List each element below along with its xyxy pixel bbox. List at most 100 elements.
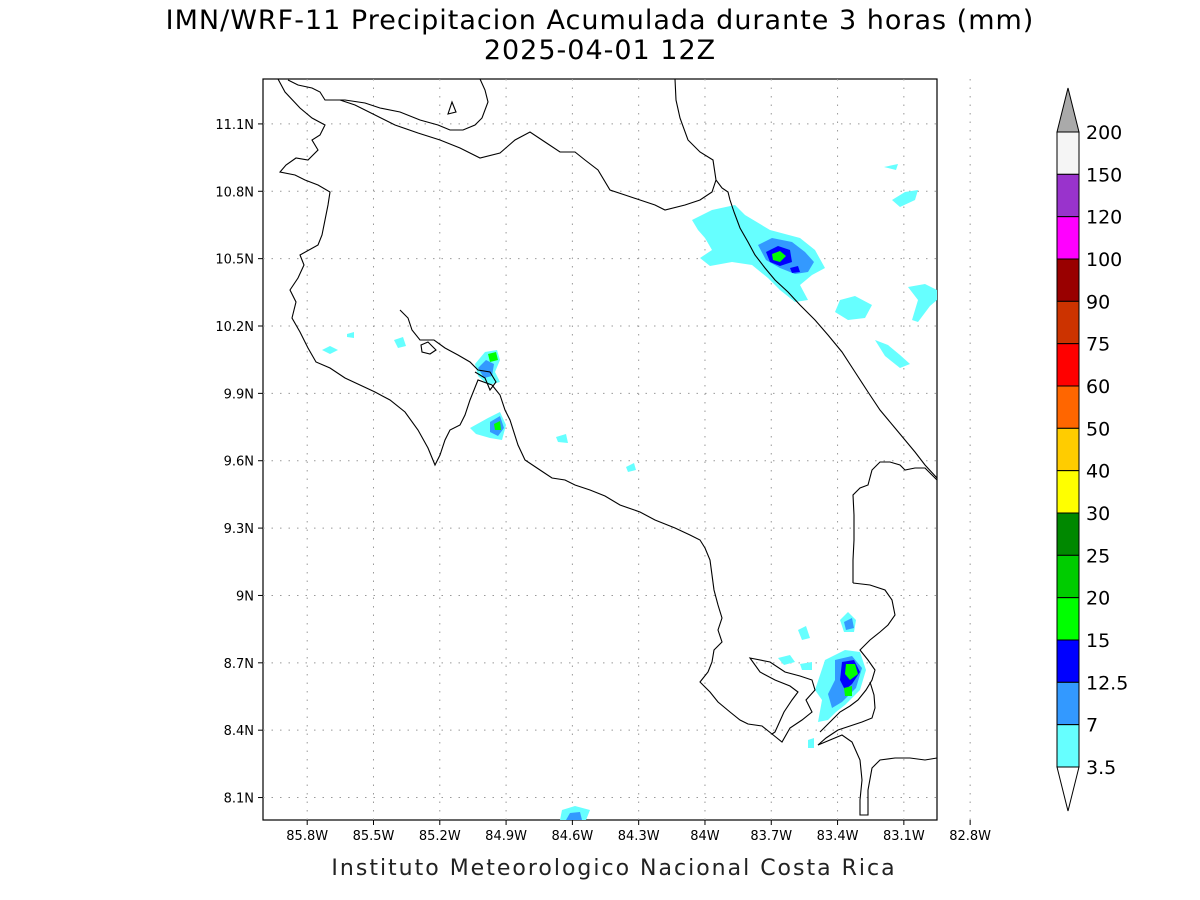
colorbar-swatch <box>1056 131 1080 175</box>
precip-area-3.5 <box>800 662 812 670</box>
precip-area-15 <box>494 421 501 430</box>
colorbar-swatch <box>1056 343 1080 387</box>
colorbar-level-label: 50 <box>1086 418 1110 440</box>
colorbar-level-label: 3.5 <box>1086 757 1116 779</box>
lon-tick-label: 83.4W <box>817 829 859 844</box>
border-panama <box>852 461 938 583</box>
coastlines-and-borders <box>277 78 938 816</box>
precip-area-15 <box>845 664 858 680</box>
gulf-nicoya-coast <box>399 309 497 392</box>
colorbar-swatch <box>1056 681 1080 726</box>
colorbar-level-label: 150 <box>1086 164 1122 186</box>
lat-tick-label: 8.4N <box>224 724 254 739</box>
colorbar-level-label: 120 <box>1086 207 1122 229</box>
lake-nicaragua-shore <box>287 78 489 131</box>
precip-area-3.5 <box>884 164 898 170</box>
lake-island <box>447 100 457 115</box>
precip-area-3.5 <box>347 332 354 338</box>
precip-area-12.5 <box>790 266 800 273</box>
lat-tick-label: 8.7N <box>224 657 254 672</box>
colorbar-swatch <box>1056 173 1080 218</box>
coastline-burica <box>817 681 876 746</box>
precip-area-3.5 <box>322 346 338 354</box>
colorbar-level-label: 40 <box>1086 461 1110 483</box>
lat-tick-label: 8.1N <box>224 792 254 807</box>
colorbar-level-label: 15 <box>1086 630 1110 652</box>
colorbar-swatch <box>1056 300 1080 345</box>
border-nicaragua <box>674 78 717 181</box>
map-title: IMN/WRF-11 Precipitacion Acumulada duran… <box>165 5 1035 36</box>
precip-area-3.5 <box>556 434 568 443</box>
colorbar-level-label: 25 <box>1086 545 1110 567</box>
lon-tick-label: 85.5W <box>353 829 395 844</box>
colorbar-swatch <box>1056 724 1080 768</box>
precip-area-3.5 <box>875 340 910 368</box>
lon-tick-label: 84.6W <box>551 829 593 844</box>
border-nicaragua-south <box>339 99 717 211</box>
colorbar-level-label: 90 <box>1086 291 1110 313</box>
colorbar-swatch <box>1056 512 1080 556</box>
lon-tick-label: 85.2W <box>419 829 461 844</box>
lon-tick-label: 84.3W <box>618 829 660 844</box>
colorbar-level-label: 200 <box>1086 122 1122 144</box>
coastline-pacific <box>277 78 816 743</box>
lat-tick-label: 9.6N <box>224 455 254 470</box>
colorbar-swatch <box>1056 597 1080 641</box>
colorbar-swatch <box>1056 385 1080 429</box>
colorbar-level-label: 75 <box>1086 334 1110 356</box>
map-datetime: 2025-04-01 12Z <box>483 35 717 66</box>
colorbar-swatch <box>1056 427 1080 472</box>
precip-area-3.5 <box>808 738 814 748</box>
colorbar-level-label: 100 <box>1086 249 1122 271</box>
colorbar-upper-arrow <box>1056 87 1080 133</box>
lat-tick-label: 9N <box>236 589 254 604</box>
precip-area-3.5 <box>892 190 918 207</box>
precip-area-7 <box>844 618 854 630</box>
precip-area-15 <box>488 352 498 362</box>
colorbar-level-label: 12.5 <box>1086 672 1128 694</box>
precip-area-7 <box>566 812 582 820</box>
colorbar-swatch <box>1056 258 1080 302</box>
colorbar-level-label: 60 <box>1086 376 1110 398</box>
colorbar-level-label: 20 <box>1086 588 1110 610</box>
lon-tick-label: 84.9W <box>485 829 527 844</box>
lat-tick-label: 10.5N <box>215 253 254 268</box>
lon-tick-label: 82.8W <box>949 829 991 844</box>
colorbar-swatch <box>1056 216 1080 260</box>
lat-tick-label: 10.8N <box>215 185 254 200</box>
lon-tick-label: 84W <box>690 829 720 844</box>
precipitation-areas <box>322 164 937 820</box>
colorbar-lower-arrow <box>1056 766 1080 812</box>
precip-area-3.5 <box>778 655 795 665</box>
lon-tick-label: 85.8W <box>286 829 328 844</box>
lat-tick-label: 9.3N <box>224 522 254 537</box>
lat-tick-label: 11.1N <box>215 118 254 133</box>
colorbar-level-label: 30 <box>1086 503 1110 525</box>
precip-area-3.5 <box>908 284 937 322</box>
coastline-caribbean <box>715 179 938 479</box>
lon-tick-label: 83.7W <box>750 829 792 844</box>
colorbar-swatch <box>1056 554 1080 599</box>
coastline-burica-south <box>817 734 938 816</box>
axis-tick-labels: 85.8W 85.5W 85.2W 84.9W 84.6W 84.3W 84W 83.7W 83… <box>215 118 991 844</box>
colorbar-legend: 200 150 120 100 90 75 60 50 40 30 25 20 15 12.5 7 3.5 <box>1056 87 1128 812</box>
precip-area-3.5 <box>692 205 825 302</box>
colorbar-level-label: 7 <box>1086 715 1098 737</box>
footer-institution: Instituto Meteorologico Nacional Costa R… <box>331 856 897 881</box>
colorbar-swatch <box>1056 470 1080 514</box>
coastline-osa-golfito <box>819 582 896 733</box>
lat-tick-label: 10.2N <box>215 320 254 335</box>
lon-tick-label: 83.1W <box>883 829 925 844</box>
colorbar-swatch <box>1056 639 1080 683</box>
precip-area-3.5 <box>626 463 636 472</box>
lat-tick-label: 9.9N <box>224 387 254 402</box>
precip-area-3.5 <box>798 626 810 640</box>
precip-area-15 <box>844 686 852 696</box>
precip-area-3.5 <box>835 296 872 320</box>
precip-area-7 <box>478 360 494 378</box>
precip-area-3.5 <box>394 337 406 348</box>
precip-area-15 <box>772 251 786 262</box>
gulf-nicoya-island <box>420 341 437 355</box>
